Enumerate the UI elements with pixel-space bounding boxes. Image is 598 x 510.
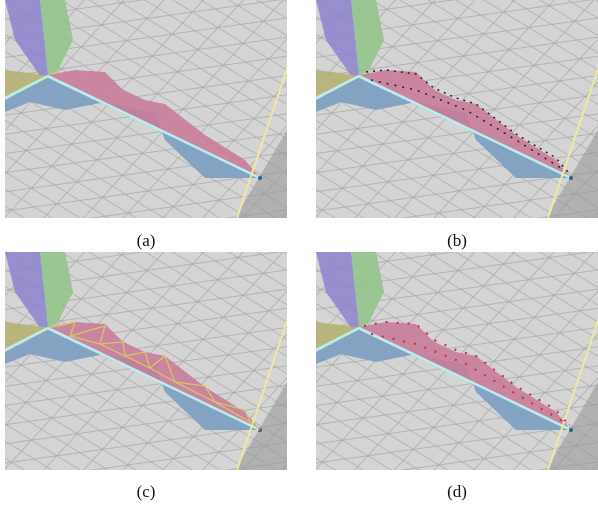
panel-d — [316, 252, 598, 470]
panel-c — [5, 252, 290, 470]
panel-label: (b) — [447, 231, 467, 250]
panel-label: (c) — [137, 482, 156, 501]
panel-b — [316, 0, 598, 218]
figure: (a) (b) (c) (d) — [0, 0, 598, 510]
panel-label: (a) — [137, 231, 156, 250]
panel-a — [5, 0, 290, 218]
panel-label: (d) — [447, 482, 467, 501]
